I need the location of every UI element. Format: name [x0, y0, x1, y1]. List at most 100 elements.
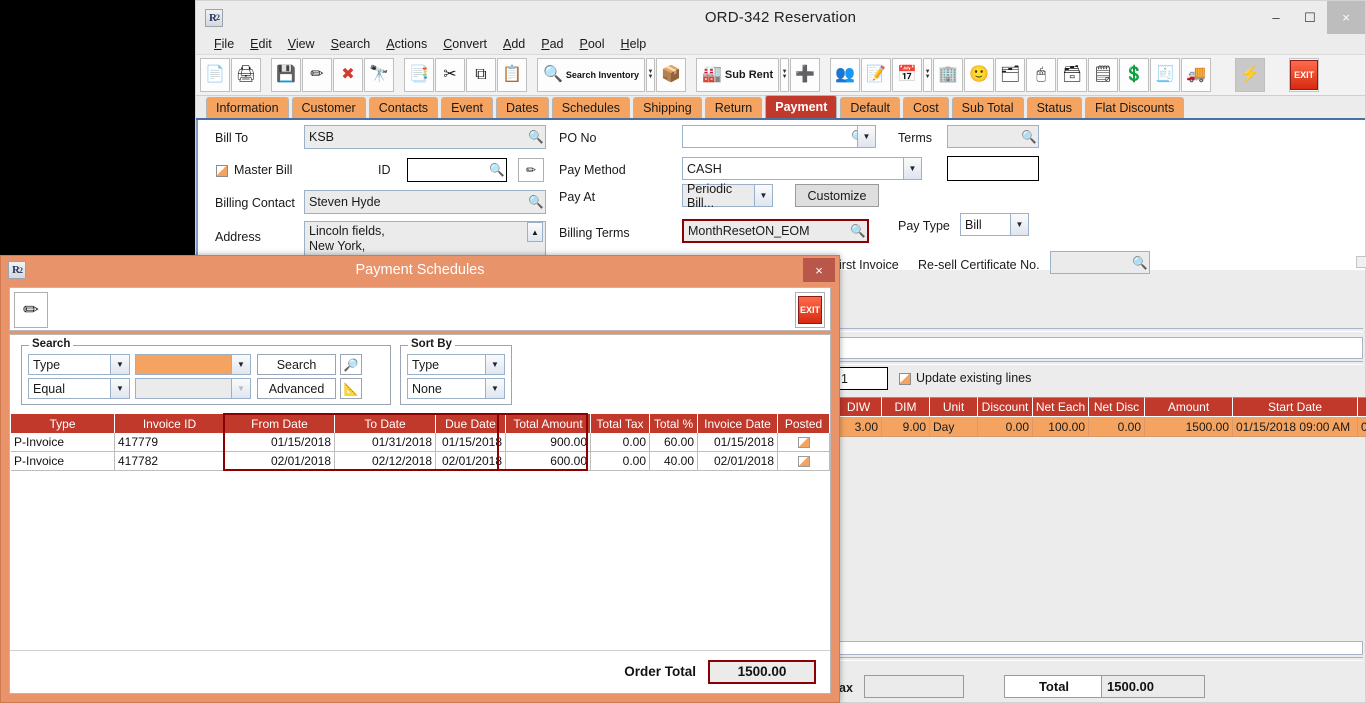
- advanced-button[interactable]: Advanced: [257, 378, 336, 399]
- menu-file[interactable]: File: [214, 37, 235, 51]
- dialog-exit-button[interactable]: EXIT: [795, 292, 825, 328]
- col-end-date[interactable]: E: [1358, 397, 1366, 417]
- edit-form-icon[interactable]: 🗒: [1088, 58, 1119, 92]
- col-net-each[interactable]: Net Each: [1033, 397, 1089, 417]
- pay-at-input[interactable]: Periodic Bill...: [682, 182, 758, 210]
- terms-input[interactable]: 🔍: [947, 125, 1039, 148]
- id-input[interactable]: 🔍: [407, 158, 507, 182]
- dialog-close-button[interactable]: ×: [803, 258, 835, 282]
- tab-sub-total[interactable]: Sub Total: [951, 97, 1024, 118]
- col-amount[interactable]: Amount: [1145, 397, 1233, 417]
- th-type[interactable]: Type: [11, 414, 115, 433]
- th-total-tax[interactable]: Total Tax: [591, 414, 650, 433]
- menu-actions[interactable]: Actions: [386, 37, 428, 51]
- id-edit-pencil-icon[interactable]: ✏: [518, 158, 544, 182]
- calendar-icon[interactable]: 📅: [892, 58, 923, 92]
- col-start-date[interactable]: Start Date: [1233, 397, 1358, 417]
- search-value-chevron-down-icon[interactable]: ▼: [231, 355, 250, 374]
- document-export-icon[interactable]: 📑: [404, 58, 434, 92]
- tab-customer[interactable]: Customer: [291, 97, 366, 118]
- add-plus-icon[interactable]: ➕: [790, 58, 821, 92]
- tab-event[interactable]: Event: [441, 97, 494, 118]
- pay-type-input[interactable]: Bill: [960, 213, 1012, 236]
- th-total-pct[interactable]: Total %: [650, 414, 698, 433]
- tab-schedules[interactable]: Schedules: [551, 97, 631, 118]
- th-from-date[interactable]: From Date: [225, 414, 335, 433]
- search-operator-chevron-down-icon[interactable]: ▼: [110, 379, 129, 398]
- maximize-button[interactable]: ☐: [1304, 9, 1316, 25]
- search-value-combo[interactable]: ▼: [135, 354, 251, 375]
- sub-rent-button[interactable]: 🏭 Sub Rent: [695, 58, 780, 92]
- tab-dates[interactable]: Dates: [496, 97, 549, 118]
- cell-posted[interactable]: [778, 452, 830, 471]
- truck-delivery-icon[interactable]: 🚚: [1181, 58, 1212, 92]
- tab-shipping[interactable]: Shipping: [633, 97, 702, 118]
- sort-secondary-chevron-down-icon[interactable]: ▼: [485, 379, 504, 398]
- sort-primary-combo[interactable]: Type ▼: [407, 354, 505, 375]
- col-diw[interactable]: DIW: [836, 397, 882, 417]
- th-posted[interactable]: Posted: [778, 414, 830, 433]
- tab-payment[interactable]: Payment: [765, 95, 838, 118]
- sort-secondary-combo[interactable]: None ▼: [407, 378, 505, 399]
- tab-information[interactable]: Information: [206, 97, 289, 118]
- menu-convert[interactable]: Convert: [443, 37, 487, 51]
- billing-terms-input[interactable]: MonthResetON_EOM 🔍: [682, 219, 869, 243]
- smiley-icon[interactable]: 🙂: [964, 58, 995, 92]
- posted-checkbox[interactable]: [797, 436, 810, 448]
- menu-search[interactable]: Search: [330, 37, 371, 51]
- tab-flat-discounts[interactable]: Flat Discounts: [1085, 97, 1185, 118]
- allocate-icon[interactable]: 📦: [655, 58, 686, 92]
- search-value2-combo[interactable]: ▼: [135, 378, 251, 399]
- delete-icon[interactable]: ✖: [333, 58, 363, 92]
- search-inventory-dropdown[interactable]: ▼ ▼: [645, 58, 655, 92]
- menu-add[interactable]: Add: [503, 37, 526, 51]
- close-button[interactable]: ×: [1327, 1, 1365, 34]
- minimize-button[interactable]: –: [1272, 10, 1280, 25]
- th-due-date[interactable]: Due Date: [436, 414, 506, 433]
- billing-terms-search-icon[interactable]: 🔍: [850, 224, 866, 238]
- terms-search-icon[interactable]: 🔍: [1021, 129, 1037, 144]
- search-button[interactable]: Search: [257, 354, 336, 375]
- address-scroll-up-icon[interactable]: ▲: [527, 222, 543, 242]
- search-field-chevron-down-icon[interactable]: ▼: [110, 355, 129, 374]
- vertical-scrollbar[interactable]: [1356, 256, 1366, 268]
- pay-at-dropdown[interactable]: ▼: [754, 184, 773, 207]
- tab-return[interactable]: Return: [704, 97, 763, 118]
- th-total-amount[interactable]: Total Amount: [506, 414, 591, 433]
- sub-rent-dropdown[interactable]: ▼ ▼: [780, 58, 790, 92]
- tab-cost[interactable]: Cost: [902, 97, 949, 118]
- search-field-combo[interactable]: Type ▼: [28, 354, 130, 375]
- pay-method-dropdown[interactable]: ▼: [903, 157, 922, 180]
- billing-contact-search-icon[interactable]: 🔍: [528, 195, 544, 209]
- po-no-dropdown[interactable]: ▼: [857, 125, 876, 148]
- dialog-edit-pencil-icon[interactable]: ✏: [14, 292, 48, 328]
- warehouse-icon[interactable]: 🏢: [933, 58, 964, 92]
- new-document-icon[interactable]: 📄: [200, 58, 230, 92]
- menu-pool[interactable]: Pool: [579, 37, 605, 51]
- master-bill-checkbox[interactable]: [216, 165, 228, 177]
- cut-scissors-icon[interactable]: ✂: [435, 58, 465, 92]
- th-to-date[interactable]: To Date: [335, 414, 436, 433]
- folder-clock-icon[interactable]: 🗂: [995, 58, 1026, 92]
- search-inventory-button[interactable]: 🔍 Search Inventory: [537, 58, 645, 92]
- print-icon[interactable]: 🖨: [231, 58, 261, 92]
- th-invoice-date[interactable]: Invoice Date: [698, 414, 778, 433]
- magnifier-search-icon[interactable]: 🔎: [340, 354, 362, 375]
- pay-type-dropdown[interactable]: ▼: [1010, 213, 1029, 236]
- tab-status[interactable]: Status: [1026, 97, 1083, 118]
- col-unit[interactable]: Unit: [930, 397, 978, 417]
- pay-method-input[interactable]: CASH: [682, 157, 911, 180]
- save-icon[interactable]: 💾: [271, 58, 301, 92]
- resell-cert-input[interactable]: 🔍: [1050, 251, 1150, 274]
- database-icon[interactable]: 🗃: [1057, 58, 1088, 92]
- id-search-icon[interactable]: 🔍: [489, 163, 505, 177]
- col-discount[interactable]: Discount: [978, 397, 1033, 417]
- advanced-query-icon[interactable]: 📐: [340, 378, 362, 399]
- sort-primary-chevron-down-icon[interactable]: ▼: [485, 355, 504, 374]
- lines-grid-row[interactable]: 3.00 9.00 Day 0.00 100.00 0.00 1500.00 0…: [836, 417, 1366, 437]
- binoculars-find-icon[interactable]: 🔭: [364, 58, 394, 92]
- calendar-dropdown[interactable]: ▼ ▼: [923, 58, 933, 92]
- col-net-disc[interactable]: Net Disc: [1089, 397, 1145, 417]
- customize-button[interactable]: Customize: [795, 184, 879, 207]
- menu-pad[interactable]: Pad: [541, 37, 564, 51]
